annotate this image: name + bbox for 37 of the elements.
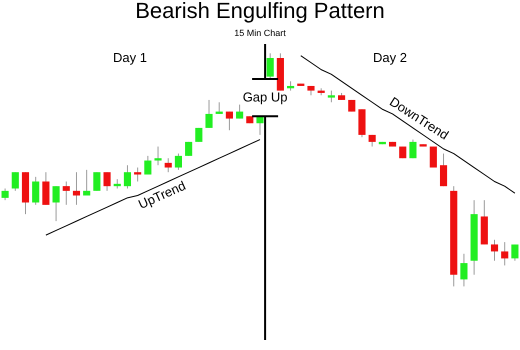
candlestick xyxy=(62,181,70,206)
chart-subtitle: 15 Min Chart xyxy=(234,28,286,38)
candlestick xyxy=(12,172,19,192)
candlestick xyxy=(236,104,244,120)
candlestick xyxy=(409,139,417,159)
chart-title: Bearish Engulfing Pattern xyxy=(135,0,385,23)
candlestick xyxy=(83,169,90,196)
candlestick xyxy=(195,127,202,142)
candlestick xyxy=(490,239,498,262)
candlestick xyxy=(93,172,100,192)
candlestick xyxy=(287,80,294,92)
candlestick xyxy=(103,172,111,192)
annotation: Day 2 xyxy=(373,50,407,65)
candlestick xyxy=(205,99,213,128)
candlestick xyxy=(460,253,468,287)
candlestick xyxy=(72,172,80,206)
candlestick xyxy=(32,176,40,206)
annotation: Day 1 xyxy=(113,50,147,65)
candlestick xyxy=(164,158,172,173)
candlestick xyxy=(185,141,192,156)
candlestick xyxy=(440,153,448,187)
candlestick xyxy=(154,146,162,166)
candlestick xyxy=(124,164,132,190)
candlestick xyxy=(511,244,518,262)
candlestick xyxy=(114,178,121,190)
candlestick xyxy=(144,155,152,176)
candlestick xyxy=(52,186,60,222)
candlestick xyxy=(2,188,9,201)
annotation: Gap Up xyxy=(242,90,288,105)
candlestick xyxy=(42,172,50,206)
candlestick xyxy=(501,242,508,266)
candlestick xyxy=(216,102,223,114)
candlestick xyxy=(134,167,142,182)
candlestick xyxy=(266,52,274,80)
candlestick xyxy=(430,146,437,168)
candlestick xyxy=(226,111,233,131)
candlestick xyxy=(174,153,182,170)
